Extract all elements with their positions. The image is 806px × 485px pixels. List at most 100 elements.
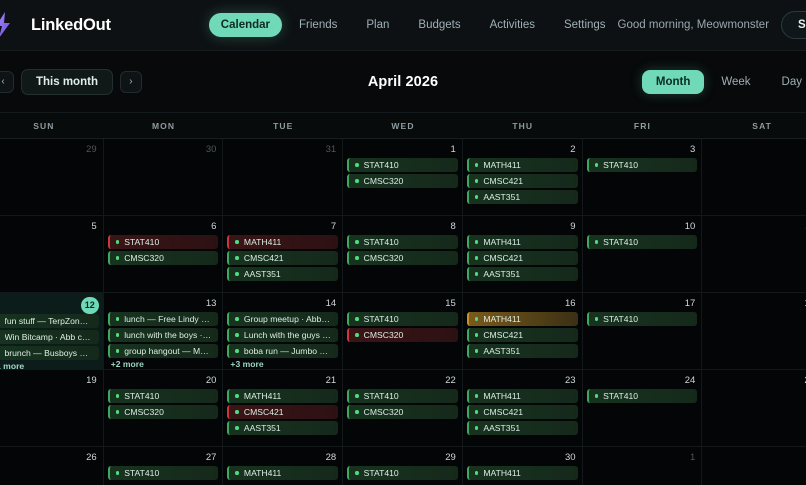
calendar-day-cell[interactable]: 29 STAT410 bbox=[343, 447, 463, 485]
calendar-event[interactable]: AAST351 bbox=[466, 267, 578, 281]
calendar-event[interactable]: MATH411 bbox=[227, 389, 339, 403]
calendar-event[interactable]: CMSC421 bbox=[466, 251, 578, 265]
calendar-day-cell[interactable]: 9 MATH411 CMSC421 AAST351 bbox=[462, 216, 583, 293]
calendar-day-cell[interactable]: 30 bbox=[103, 139, 224, 216]
calendar-event[interactable]: CMSC320 bbox=[107, 251, 219, 265]
calendar-event[interactable]: STAT410 bbox=[586, 235, 698, 249]
calendar-event[interactable]: STAT410 bbox=[586, 389, 698, 403]
next-month-button[interactable]: › bbox=[119, 70, 142, 93]
calendar-event[interactable]: lunch — Free Lindy Ho… bbox=[107, 312, 219, 326]
calendar-event[interactable]: CMSC421 bbox=[227, 405, 339, 419]
calendar-day-cell[interactable]: 1 bbox=[582, 447, 703, 485]
calendar-event[interactable]: lunch with the boys · A… bbox=[107, 328, 219, 342]
calendar-event[interactable]: AAST351 bbox=[466, 344, 578, 358]
sign-out-button[interactable]: Sign out bbox=[781, 11, 806, 39]
calendar-day-cell[interactable]: 26 bbox=[0, 447, 104, 485]
calendar-event[interactable]: AAST351 bbox=[466, 190, 578, 204]
calendar-event[interactable]: MATH411 bbox=[466, 312, 578, 326]
calendar-day-cell[interactable]: 29 bbox=[0, 139, 104, 216]
calendar-event[interactable]: MATH411 bbox=[466, 389, 578, 403]
calendar-day-cell[interactable]: 25 bbox=[702, 370, 806, 447]
calendar-event[interactable]: fun stuff — TerpZone (… bbox=[0, 314, 99, 328]
calendar-event[interactable]: STAT410 bbox=[107, 389, 219, 403]
calendar-event[interactable]: MATH411 bbox=[227, 466, 339, 480]
view-button-month[interactable]: Month bbox=[641, 69, 705, 94]
calendar-day-cell[interactable]: 20 STAT410 CMSC320 bbox=[103, 370, 224, 447]
event-status-dot-icon bbox=[115, 349, 120, 353]
this-month-button[interactable]: This month bbox=[21, 68, 113, 95]
calendar-day-cell[interactable]: 8 STAT410 CMSC320 bbox=[343, 216, 463, 293]
calendar-event[interactable]: MATH411 bbox=[466, 158, 578, 172]
calendar-event[interactable]: CMSC320 bbox=[107, 405, 219, 419]
nav-link-settings[interactable]: Settings bbox=[563, 19, 606, 31]
calendar-day-cell[interactable]: 10 STAT410 bbox=[582, 216, 703, 293]
calendar-day-cell[interactable]: 2 bbox=[702, 447, 806, 485]
more-events-link[interactable]: +3 more bbox=[230, 358, 264, 369]
calendar-day-cell[interactable]: 28 MATH411 bbox=[223, 447, 344, 485]
calendar-event[interactable]: CMSC320 bbox=[347, 328, 458, 342]
calendar-event[interactable]: CMSC320 bbox=[347, 251, 458, 265]
calendar-day-cell[interactable]: 22 STAT410 CMSC320 bbox=[343, 370, 463, 447]
calendar-day-cell[interactable]: 7 MATH411 CMSC421 AAST351 bbox=[223, 216, 344, 293]
calendar-day-cell[interactable]: 11 bbox=[702, 216, 806, 293]
calendar-day-cell[interactable]: 6 STAT410 CMSC320 bbox=[103, 216, 224, 293]
calendar-day-cell[interactable]: 21 MATH411 CMSC421 AAST351 bbox=[223, 370, 344, 447]
calendar-day-cell[interactable]: 16 MATH411 CMSC421 AAST351 bbox=[462, 293, 583, 370]
more-events-link[interactable]: +2 more bbox=[110, 358, 144, 369]
calendar-event[interactable]: MATH411 bbox=[227, 235, 339, 249]
calendar-day-cell[interactable]: 31 bbox=[223, 139, 344, 216]
calendar-day-cell[interactable]: 1 STAT410 CMSC320 bbox=[343, 139, 463, 216]
calendar-day-cell[interactable]: 2 MATH411 CMSC421 AAST351 bbox=[462, 139, 583, 216]
more-events-link[interactable]: +1 more bbox=[0, 360, 25, 370]
calendar-event[interactable]: CMSC421 bbox=[466, 405, 578, 419]
calendar-day-cell[interactable]: 19 bbox=[0, 370, 104, 447]
calendar-event[interactable]: AAST351 bbox=[466, 421, 578, 435]
calendar-event[interactable]: MATH411 bbox=[466, 235, 578, 249]
calendar-event[interactable]: Lunch with the guys —… bbox=[227, 328, 339, 342]
calendar-event[interactable]: CMSC421 bbox=[466, 174, 578, 188]
calendar-event[interactable]: Group meetup · Abb co… bbox=[227, 312, 339, 326]
calendar-event[interactable]: boba run — Jumbo Ju… bbox=[227, 344, 339, 358]
calendar-day-cell[interactable]: 15 STAT410 CMSC320 bbox=[343, 293, 463, 370]
calendar-event[interactable]: Win Bitcamp · Abb cou… bbox=[0, 330, 99, 344]
calendar-day-cell[interactable]: 4 bbox=[702, 139, 806, 216]
calendar-event[interactable]: CMSC421 bbox=[227, 251, 339, 265]
calendar-event[interactable]: STAT410 bbox=[347, 389, 458, 403]
calendar-day-cell[interactable]: 12 fun stuff — TerpZone (… Win Bitcamp · A… bbox=[0, 293, 104, 370]
nav-link-friends[interactable]: Friends bbox=[299, 19, 338, 31]
calendar-event[interactable]: CMSC320 bbox=[347, 405, 458, 419]
calendar-day-cell[interactable]: 14 Group meetup · Abb co… Lunch with the g… bbox=[223, 293, 344, 370]
calendar-event[interactable]: AAST351 bbox=[227, 421, 339, 435]
calendar-event[interactable]: group hangout — McK… bbox=[107, 344, 219, 358]
calendar-event[interactable]: AAST351 bbox=[227, 267, 339, 281]
calendar-day-cell[interactable]: 17 STAT410 bbox=[582, 293, 703, 370]
calendar-day-cell[interactable]: 23 MATH411 CMSC421 AAST351 bbox=[462, 370, 583, 447]
calendar-event[interactable]: STAT410 bbox=[107, 466, 219, 480]
calendar-event[interactable]: brunch — Busboys and… bbox=[0, 346, 99, 360]
calendar-day-cell[interactable]: 27 STAT410 bbox=[103, 447, 224, 485]
calendar-event[interactable]: STAT410 bbox=[347, 312, 458, 326]
calendar-event[interactable]: STAT410 bbox=[107, 235, 219, 249]
calendar-event[interactable]: MATH411 bbox=[466, 466, 578, 480]
calendar-event[interactable]: STAT410 bbox=[586, 312, 698, 326]
calendar-day-cell[interactable]: 5 bbox=[0, 216, 104, 293]
prev-month-button[interactable]: ‹ bbox=[0, 70, 14, 93]
nav-link-plan[interactable]: Plan bbox=[366, 19, 390, 31]
view-button-day[interactable]: Day bbox=[781, 75, 802, 88]
nav-link-activities[interactable]: Activities bbox=[489, 19, 535, 31]
nav-link-calendar[interactable]: Calendar bbox=[208, 13, 283, 37]
calendar-day-cell[interactable]: 3 STAT410 bbox=[582, 139, 703, 216]
calendar-event[interactable]: STAT410 bbox=[347, 235, 458, 249]
calendar-event[interactable]: CMSC320 bbox=[347, 174, 458, 188]
nav-link-budgets[interactable]: Budgets bbox=[418, 19, 461, 31]
calendar-event[interactable]: STAT410 bbox=[347, 466, 458, 480]
view-button-week[interactable]: Week bbox=[721, 75, 751, 88]
calendar-day-cell[interactable]: 24 STAT410 bbox=[582, 370, 703, 447]
calendar-day-cell[interactable]: 13 lunch — Free Lindy Ho… lunch with the b… bbox=[103, 293, 224, 370]
calendar-day-cell[interactable]: 30 MATH411 bbox=[462, 447, 583, 485]
brand-logo[interactable]: LinkedOut bbox=[0, 10, 111, 40]
calendar-event[interactable]: STAT410 bbox=[586, 158, 698, 172]
calendar-event[interactable]: CMSC421 bbox=[466, 328, 578, 342]
calendar-event[interactable]: STAT410 bbox=[347, 158, 458, 172]
calendar-day-cell[interactable]: 18 bbox=[702, 293, 806, 370]
